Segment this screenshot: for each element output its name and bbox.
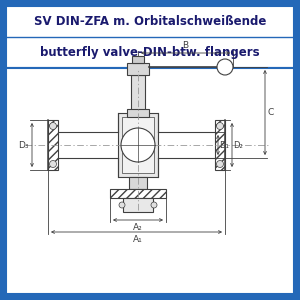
Bar	[48, 120, 58, 170]
Bar	[129, 177, 147, 189]
Text: D₁: D₁	[219, 140, 229, 149]
Circle shape	[50, 160, 56, 167]
Text: A₂: A₂	[133, 223, 143, 232]
Bar	[122, 117, 154, 173]
Text: C: C	[268, 108, 274, 117]
Bar	[6, 68, 294, 294]
Text: A₁: A₁	[133, 235, 143, 244]
Circle shape	[217, 160, 224, 167]
Bar	[123, 198, 153, 212]
Circle shape	[151, 202, 157, 208]
Bar	[127, 109, 149, 117]
Circle shape	[50, 122, 56, 130]
Text: D₂: D₂	[233, 140, 243, 149]
Text: B: B	[182, 41, 189, 50]
Bar	[6, 6, 294, 68]
Text: D₃: D₃	[19, 140, 29, 149]
Bar	[131, 75, 145, 113]
Circle shape	[119, 202, 125, 208]
Bar	[215, 120, 225, 170]
Text: SV DIN-ZFA m. Orbitalschweißende: SV DIN-ZFA m. Orbitalschweißende	[34, 15, 266, 28]
Bar	[127, 63, 149, 75]
Text: butterfly valve-DIN-btw. flangers: butterfly valve-DIN-btw. flangers	[40, 46, 260, 59]
Circle shape	[121, 128, 155, 162]
Circle shape	[217, 122, 224, 130]
Bar	[118, 113, 158, 177]
Bar	[132, 56, 144, 63]
Circle shape	[217, 59, 233, 75]
Bar	[110, 189, 166, 198]
